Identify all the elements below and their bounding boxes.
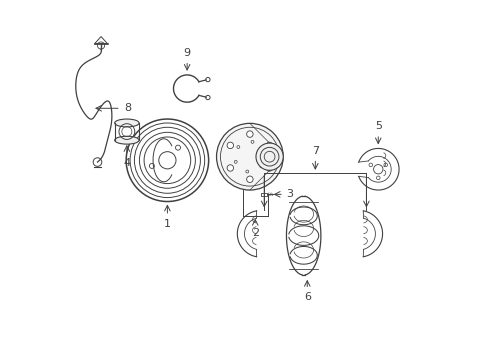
Circle shape (149, 163, 154, 168)
Ellipse shape (115, 136, 139, 144)
Text: 2: 2 (251, 228, 258, 238)
Circle shape (159, 152, 176, 169)
Circle shape (216, 123, 283, 190)
Text: 7: 7 (311, 145, 318, 156)
Text: 3: 3 (285, 189, 292, 199)
Circle shape (246, 131, 253, 137)
Circle shape (175, 145, 180, 150)
Circle shape (265, 142, 272, 149)
Circle shape (226, 142, 233, 149)
Text: 5: 5 (374, 121, 381, 131)
Bar (261, 193, 266, 196)
Circle shape (255, 143, 283, 170)
Text: 8: 8 (124, 103, 131, 113)
Text: 4: 4 (123, 158, 130, 168)
Text: 9: 9 (183, 48, 190, 58)
Circle shape (265, 165, 272, 171)
Text: 1: 1 (163, 220, 170, 229)
Circle shape (246, 176, 253, 183)
Text: 6: 6 (303, 292, 310, 302)
Circle shape (226, 165, 233, 171)
Ellipse shape (115, 119, 139, 127)
